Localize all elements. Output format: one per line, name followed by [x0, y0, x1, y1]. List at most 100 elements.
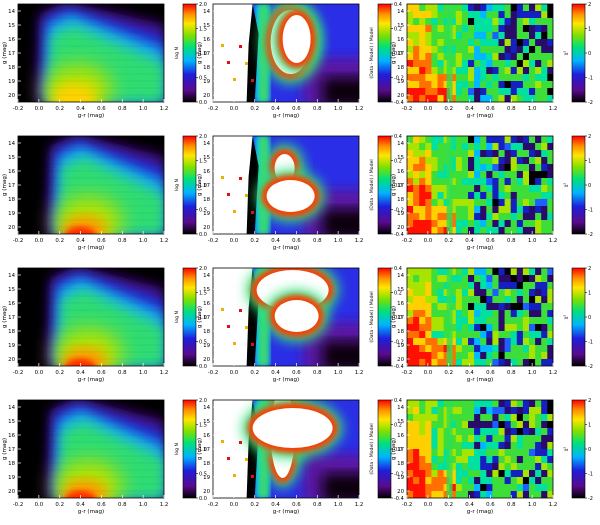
x-axis-label: g-r (mag) — [78, 113, 104, 119]
residual-map — [213, 268, 359, 366]
colorbar — [377, 399, 392, 499]
x-tick-label: 1.2 — [160, 106, 169, 112]
x-tick-label: 1.0 — [139, 238, 148, 244]
x-axis-label: g-r (mag) — [273, 113, 299, 119]
x-tick-label: 0.4 — [76, 106, 85, 112]
colorbar-tick-label: -0.4 — [394, 232, 404, 238]
colorbar-tick-label: 0.0 — [394, 183, 402, 189]
x-tick-label: 1.0 — [528, 238, 537, 244]
colorbar-tick-label: -0.4 — [394, 496, 404, 502]
x-axis-label: g-r (mag) — [467, 377, 493, 383]
figure-row: -0.2 0.0 0.2 0.4 0.6 0.8 1.0 1.214151617181920g… — [2, 398, 593, 515]
x-tick-label: 0.0 — [424, 370, 433, 376]
x-axis-label: g-r (mag) — [273, 245, 299, 251]
colorbar — [182, 3, 197, 103]
x-tick-label: 0.8 — [118, 370, 127, 376]
y-tick-label: 15 — [203, 287, 210, 293]
x-tick-label: 0.8 — [313, 238, 322, 244]
figure-row: -0.2 0.0 0.2 0.4 0.6 0.8 1.0 1.214151617181920g… — [2, 134, 593, 251]
x-tick-label: 0.4 — [76, 370, 85, 376]
plot-panel: -0.2 0.0 0.2 0.4 0.6 0.8 1.0 1.214151617181920g… — [2, 134, 207, 251]
colorbar-tick-label: 0.4 — [394, 266, 402, 272]
x-tick-label: 0.0 — [230, 238, 239, 244]
x-tick-label: 0.6 — [486, 238, 495, 244]
y-tick-label: 20 — [8, 93, 15, 99]
colorbar-tick-label: 0.2 — [394, 159, 402, 165]
y-tick-label: 17 — [203, 447, 210, 453]
colorbar-tick-label: 1.0 — [199, 51, 207, 57]
colorbar-tick-label: 0 — [588, 183, 591, 189]
colorbar-tick-label: -1 — [588, 208, 593, 214]
y-tick-label: 15 — [397, 287, 404, 293]
colorbar-label: χ² — [564, 51, 569, 56]
x-tick-label: 0.8 — [118, 106, 127, 112]
y-tick-label: 14 — [397, 9, 404, 15]
x-tick-label: 0.4 — [271, 106, 280, 112]
y-tick-label: 16 — [397, 169, 404, 175]
plot-panel: -0.2 0.0 0.2 0.4 0.6 0.8 1.0 1.214151617181920g… — [2, 2, 207, 119]
x-tick-label: 0.0 — [35, 238, 44, 244]
colorbar-tick-label: 1 — [588, 159, 591, 165]
y-tick-label: 18 — [8, 197, 15, 203]
y-tick-label: 16 — [8, 301, 15, 307]
x-tick-label: -0.2 — [402, 238, 413, 244]
figure-row: -0.2 0.0 0.2 0.4 0.6 0.8 1.0 1.214151617181920g… — [2, 2, 593, 119]
colorbar-tick-label: -0.4 — [394, 100, 404, 106]
colorbar-label: (Data - Model) / Model — [369, 291, 375, 342]
x-tick-label: 0.2 — [55, 502, 64, 508]
y-tick-label: 20 — [397, 489, 404, 495]
y-tick-label: 15 — [8, 155, 15, 161]
colorbar-tick-label: 2 — [588, 134, 591, 140]
colorbar-tick-label: 0.0 — [394, 315, 402, 321]
colorbar-tick-label: 0.5 — [199, 472, 207, 478]
x-tick-label: 0.0 — [424, 502, 433, 508]
y-tick-label: 20 — [203, 489, 210, 495]
x-tick-label: 0.0 — [230, 370, 239, 376]
chi2-map — [407, 4, 553, 102]
y-tick-label: 14 — [397, 273, 404, 279]
x-tick-label: 1.2 — [549, 370, 558, 376]
y-tick-label: 19 — [8, 79, 15, 85]
colorbar-tick-label: 1.5 — [199, 291, 207, 297]
colorbar-tick-label: 0.4 — [394, 398, 402, 404]
y-tick-label: 18 — [203, 65, 210, 71]
x-tick-label: 0.6 — [292, 106, 301, 112]
x-tick-label: 1.2 — [355, 502, 364, 508]
x-tick-label: 0.6 — [292, 370, 301, 376]
x-tick-label: 0.0 — [424, 106, 433, 112]
y-tick-label: 18 — [8, 65, 15, 71]
y-axis-label: g (mag) — [2, 306, 8, 328]
colorbar-tick-label: 0 — [588, 51, 591, 57]
colorbar — [182, 399, 197, 499]
x-tick-label: 0.4 — [76, 238, 85, 244]
x-tick-label: 0.0 — [230, 106, 239, 112]
x-tick-label: 0.2 — [250, 370, 259, 376]
y-tick-label: 17 — [203, 183, 210, 189]
colorbar-tick-label: 1.0 — [199, 183, 207, 189]
x-tick-label: 1.0 — [139, 106, 148, 112]
colorbar-tick-label: 1 — [588, 423, 591, 429]
colorbar — [571, 3, 586, 103]
y-axis-label: g (mag) — [391, 438, 397, 460]
colorbar-tick-label: 0.0 — [199, 232, 207, 238]
x-tick-label: -0.2 — [13, 502, 24, 508]
colorbar — [571, 135, 586, 235]
colorbar-tick-label: -0.4 — [394, 364, 404, 370]
x-tick-label: -0.2 — [13, 106, 24, 112]
colorbar — [377, 135, 392, 235]
x-axis-label: g-r (mag) — [467, 509, 493, 515]
colorbar-tick-label: 0.5 — [199, 340, 207, 346]
plot-panel: -0.2 0.0 0.2 0.4 0.6 0.8 1.0 1.214151617181920g… — [391, 266, 593, 383]
x-tick-label: 0.0 — [35, 106, 44, 112]
y-axis-label: g (mag) — [197, 306, 203, 328]
y-axis-label: g (mag) — [391, 306, 397, 328]
y-tick-label: 19 — [397, 79, 404, 85]
panel-grid: -0.2 0.0 0.2 0.4 0.6 0.8 1.0 1.214151617181920g… — [2, 2, 593, 515]
x-tick-label: 1.0 — [139, 502, 148, 508]
colorbar-tick-label: 2 — [588, 398, 591, 404]
x-tick-label: -0.2 — [13, 370, 24, 376]
y-tick-label: 18 — [397, 329, 404, 335]
y-tick-label: 18 — [8, 461, 15, 467]
y-tick-label: 17 — [397, 315, 404, 321]
y-tick-label: 19 — [397, 475, 404, 481]
